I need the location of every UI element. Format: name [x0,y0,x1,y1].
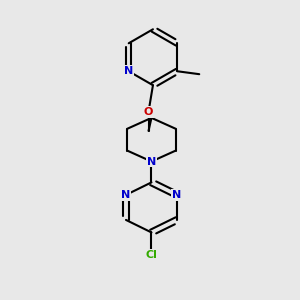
Text: N: N [124,66,133,76]
Text: N: N [172,190,182,200]
Text: N: N [121,190,130,200]
Text: N: N [147,157,156,166]
Text: Cl: Cl [146,250,158,260]
Text: O: O [144,107,153,117]
